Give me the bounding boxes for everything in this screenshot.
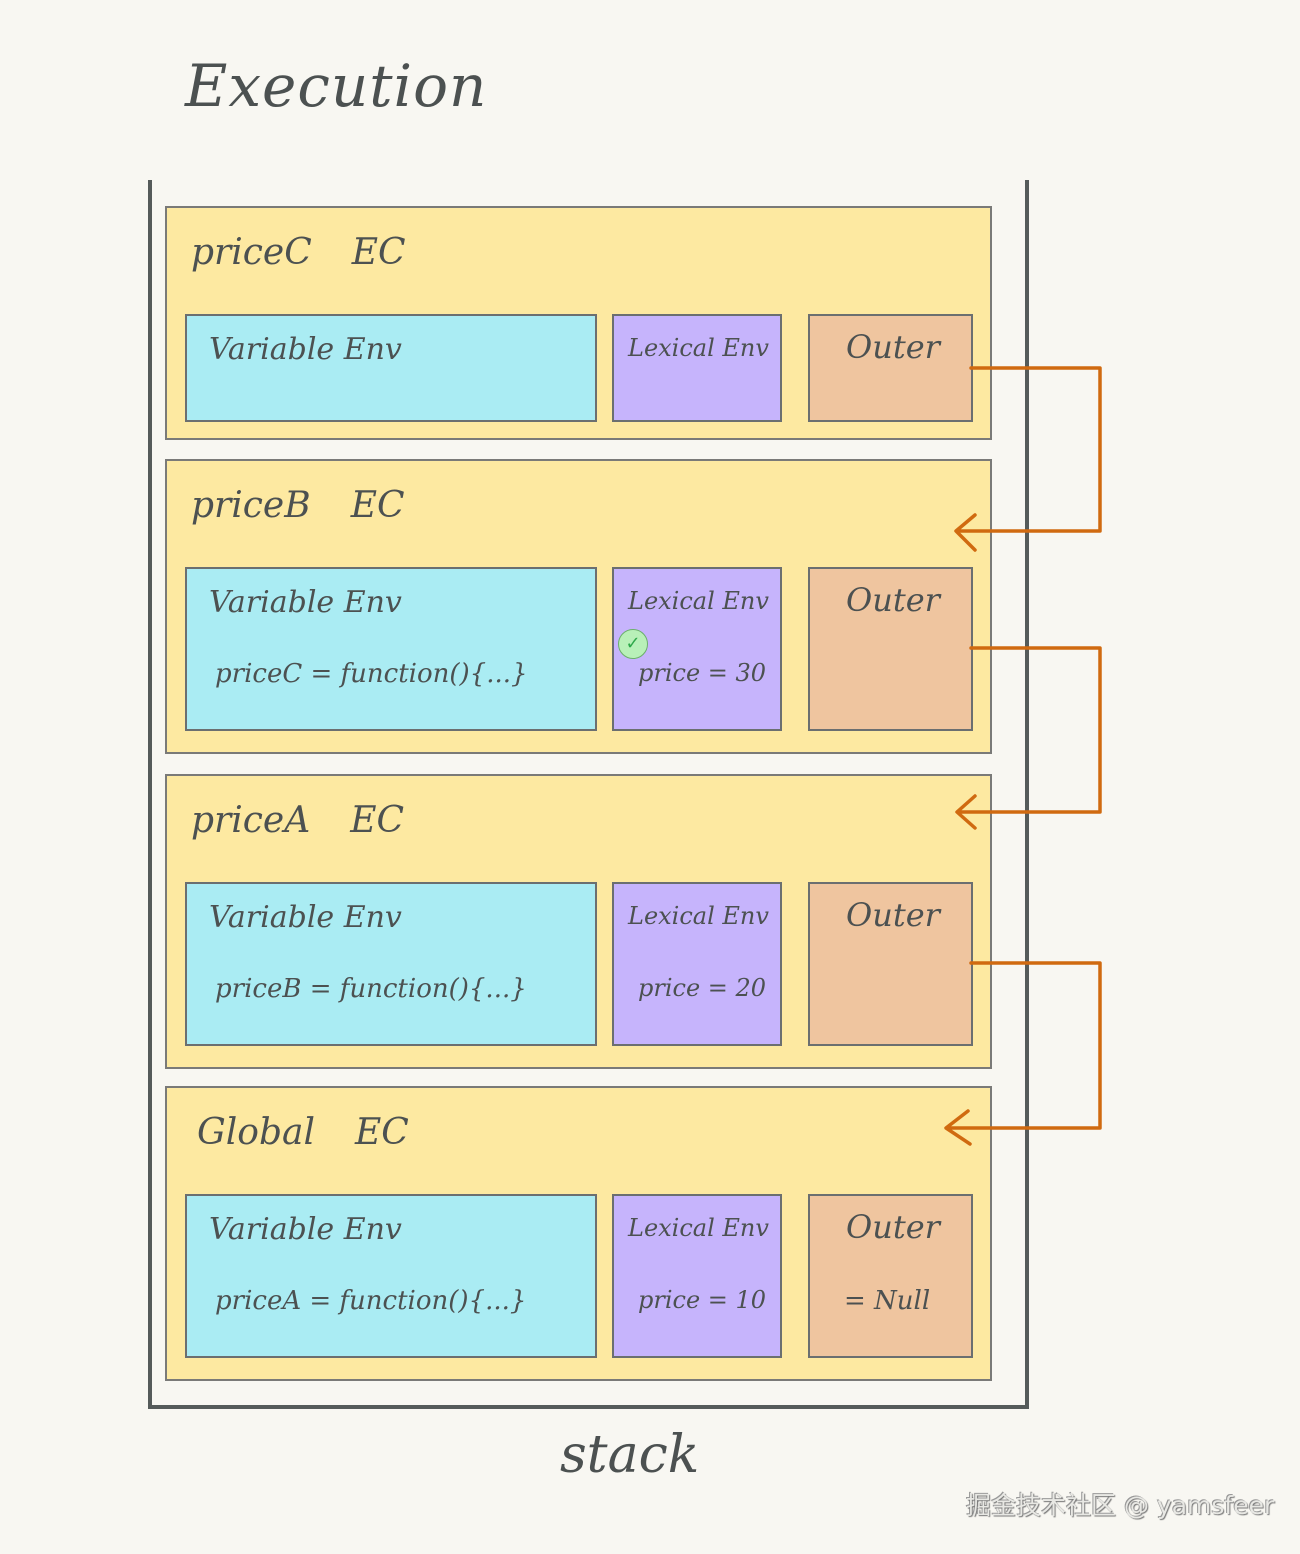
variable-env-label: Variable Env bbox=[209, 900, 402, 935]
outer-value: = Null bbox=[844, 1286, 931, 1316]
diagram-title: Execution bbox=[185, 52, 488, 120]
lexical-env-label: Lexical Env bbox=[628, 587, 769, 615]
lexical-env-value: price = 10 bbox=[638, 1286, 767, 1314]
stack-right-wall bbox=[1025, 180, 1029, 1409]
context-suffix: EC bbox=[354, 1112, 409, 1153]
lexical-env-value: price = 20 bbox=[638, 974, 767, 1002]
lexical-env-label: Lexical Env bbox=[628, 1214, 769, 1242]
execution-context-priceB: priceB EC Variable Env priceC = function()… bbox=[165, 459, 992, 754]
check-circle-icon: ✓ bbox=[618, 629, 648, 659]
watermark: 掘金技术社区 @ yamsfeer bbox=[966, 1491, 1275, 1520]
variable-env-box: Variable Env priceB = function(){...} bbox=[185, 882, 597, 1046]
outer-arrow-priceC-to-priceB bbox=[954, 366, 1102, 552]
outer-box: Outer bbox=[808, 882, 973, 1046]
context-name: priceC bbox=[191, 232, 312, 273]
outer-arrow-priceB-to-priceA bbox=[955, 646, 1102, 830]
context-suffix: EC bbox=[350, 485, 405, 526]
context-label: priceC EC bbox=[191, 232, 406, 273]
lexical-env-box: Lexical Env bbox=[612, 314, 782, 422]
variable-env-value: priceA = function(){...} bbox=[215, 1286, 527, 1316]
variable-env-label: Variable Env bbox=[209, 332, 402, 367]
execution-context-priceC: priceC EC Variable Env Lexical Env Outer bbox=[165, 206, 992, 440]
variable-env-box: Variable Env bbox=[185, 314, 597, 422]
variable-env-value: priceB = function(){...} bbox=[215, 974, 527, 1004]
context-name: priceA bbox=[191, 800, 311, 841]
context-label: Global EC bbox=[197, 1112, 409, 1153]
execution-context-priceA: priceA EC Variable Env priceB = function()… bbox=[165, 774, 992, 1069]
outer-label: Outer bbox=[846, 896, 940, 934]
outer-arrow-priceA-to-global bbox=[944, 961, 1102, 1146]
variable-env-value: priceC = function(){...} bbox=[215, 659, 528, 689]
execution-context-global: Global EC Variable Env priceA = function()… bbox=[165, 1086, 992, 1381]
variable-env-label: Variable Env bbox=[209, 1212, 402, 1247]
lexical-env-box: Lexical Env price = 10 bbox=[612, 1194, 782, 1358]
variable-env-label: Variable Env bbox=[209, 585, 402, 620]
outer-label: Outer bbox=[846, 328, 940, 366]
lexical-env-label: Lexical Env bbox=[628, 902, 769, 930]
outer-box: Outer = Null bbox=[808, 1194, 973, 1358]
variable-env-box: Variable Env priceA = function(){...} bbox=[185, 1194, 597, 1358]
context-suffix: EC bbox=[351, 232, 406, 273]
outer-label: Outer bbox=[846, 1208, 940, 1246]
lexical-env-value: price = 30 bbox=[638, 659, 767, 687]
outer-box: Outer bbox=[808, 314, 973, 422]
context-name: Global bbox=[197, 1112, 315, 1153]
lexical-env-label: Lexical Env bbox=[628, 334, 769, 362]
outer-label: Outer bbox=[846, 581, 940, 619]
lexical-env-box: Lexical Env ✓ price = 30 bbox=[612, 567, 782, 731]
context-label: priceA EC bbox=[191, 800, 404, 841]
context-name: priceB bbox=[191, 485, 311, 526]
stack-left-wall bbox=[148, 180, 152, 1409]
stack-bottom bbox=[148, 1405, 1029, 1409]
variable-env-box: Variable Env priceC = function(){...} bbox=[185, 567, 597, 731]
lexical-env-box: Lexical Env price = 20 bbox=[612, 882, 782, 1046]
stack-label: stack bbox=[560, 1425, 700, 1485]
context-label: priceB EC bbox=[191, 485, 405, 526]
context-suffix: EC bbox=[350, 800, 405, 841]
